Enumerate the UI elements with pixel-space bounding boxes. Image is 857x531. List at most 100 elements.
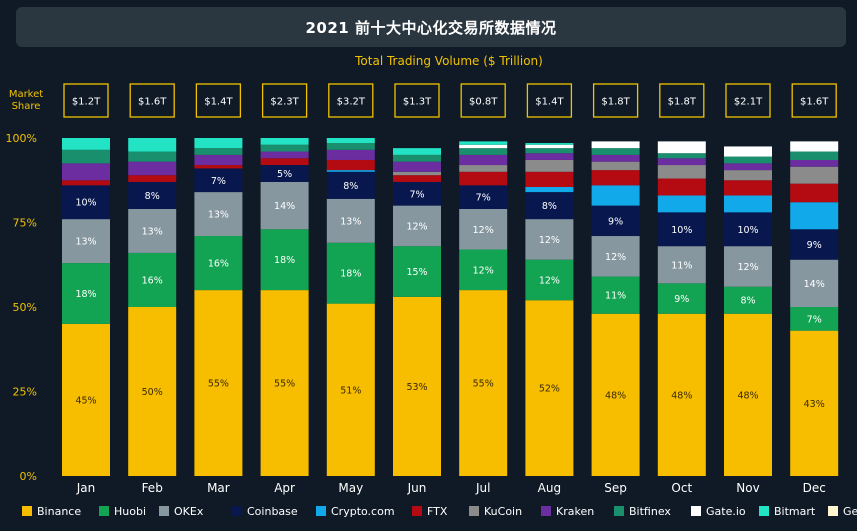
bar-segment (260, 165, 309, 182)
bar-segment (326, 159, 375, 171)
bar-segment (525, 153, 574, 160)
bar-segment (459, 144, 508, 149)
bar-segment (790, 141, 839, 152)
bar-segment (128, 138, 177, 152)
y-tick-label: 50% (13, 301, 37, 314)
bar-segment (525, 144, 574, 149)
bar-segment (194, 138, 243, 149)
bar-segment (790, 151, 839, 160)
data-label: 13% (208, 210, 229, 221)
legend-swatch (22, 506, 32, 516)
bar-segment (790, 330, 839, 476)
total-volume-label: $1.8T (601, 97, 630, 108)
legend-swatch (691, 506, 701, 516)
data-label: 55% (473, 379, 494, 390)
bar-segment (260, 158, 309, 166)
data-label: 43% (804, 399, 825, 410)
bar-segment (393, 181, 441, 206)
legend-entry: Kraken (556, 505, 594, 518)
bar-segment (724, 246, 772, 287)
data-label: 12% (406, 221, 427, 232)
bar-segment (790, 259, 839, 307)
data-label: 9% (807, 240, 822, 251)
total-volume-label: $0.8T (469, 97, 498, 108)
x-tick-label: Jan (76, 481, 96, 495)
legend-entry: Gemini (843, 505, 857, 518)
bar-segment (128, 181, 177, 209)
bar-segment (591, 205, 640, 237)
bar-segment (724, 180, 772, 196)
data-label: 11% (605, 291, 626, 302)
data-label: 53% (406, 382, 427, 393)
total-volume-label: $2.3T (270, 97, 299, 108)
bar-segment (62, 180, 110, 186)
bar-segment (393, 148, 441, 155)
bar-segment (525, 171, 574, 188)
bar-segment (260, 138, 309, 145)
bar-segment (525, 219, 574, 260)
total-volume-label: $3.2T (337, 97, 366, 108)
y-tick-label: 0% (20, 470, 37, 483)
data-label: 8% (542, 201, 557, 212)
bar-segment (591, 154, 640, 162)
bar-segment (459, 208, 508, 250)
data-label: 48% (605, 390, 626, 401)
bar-segment (459, 171, 508, 186)
bar-segment (591, 236, 640, 277)
total-volume-box (791, 83, 837, 118)
data-label: 7% (807, 314, 822, 325)
bar-segment (393, 161, 441, 172)
x-tick-label: Sep (604, 481, 627, 495)
legend-swatch (614, 506, 624, 516)
bar-segment (525, 192, 574, 220)
legend-swatch (412, 506, 422, 516)
bar-segment (260, 290, 309, 476)
x-tick-label: Jun (407, 481, 427, 495)
total-volume-label: $1.2T (72, 97, 101, 108)
legend-entry: Bitfinex (629, 505, 671, 518)
bar-segment (326, 143, 375, 150)
y-tick-label: 25% (13, 386, 37, 399)
data-label: 7% (211, 176, 226, 187)
bar-segment (525, 159, 574, 172)
legend-swatch (159, 506, 169, 516)
total-volume-label: $2.1T (734, 97, 763, 108)
data-label: 13% (75, 237, 96, 248)
bar-segment (194, 154, 243, 166)
bar-segment (591, 185, 640, 206)
data-label: 10% (75, 198, 96, 209)
x-tick-label: Jul (475, 481, 490, 495)
bar-segment (326, 170, 375, 172)
bar-segment (128, 208, 177, 253)
data-label: 18% (340, 269, 361, 280)
bar-segment (260, 144, 309, 152)
bar-segment (790, 202, 839, 230)
bar-segment (62, 149, 110, 164)
legend-entry: Crypto.com (331, 505, 395, 518)
data-label: 55% (208, 379, 229, 390)
bar-segment (724, 313, 772, 476)
bar-segment (62, 219, 110, 264)
bar-segment (260, 181, 309, 230)
total-volume-box (526, 83, 573, 118)
legend-swatch (316, 506, 326, 516)
legend-swatch (759, 506, 769, 516)
x-tick-label: Mar (207, 481, 230, 495)
bar-segment (724, 170, 772, 181)
bar-segment (657, 195, 706, 213)
bar-segment (62, 263, 110, 324)
bar-segment (326, 303, 375, 476)
bar-segment (62, 138, 110, 150)
data-label: 18% (274, 255, 295, 266)
bar-segment (62, 163, 110, 181)
data-label: 12% (737, 262, 758, 273)
bar-segment (790, 229, 839, 260)
bar-segment (591, 161, 640, 171)
data-label: 12% (473, 225, 494, 236)
data-label: 13% (340, 216, 361, 227)
market-share-label: Market Share (8, 89, 44, 112)
total-volume-label: $1.4T (535, 97, 564, 108)
bar-segment (459, 290, 508, 476)
bar-segment (194, 290, 243, 476)
